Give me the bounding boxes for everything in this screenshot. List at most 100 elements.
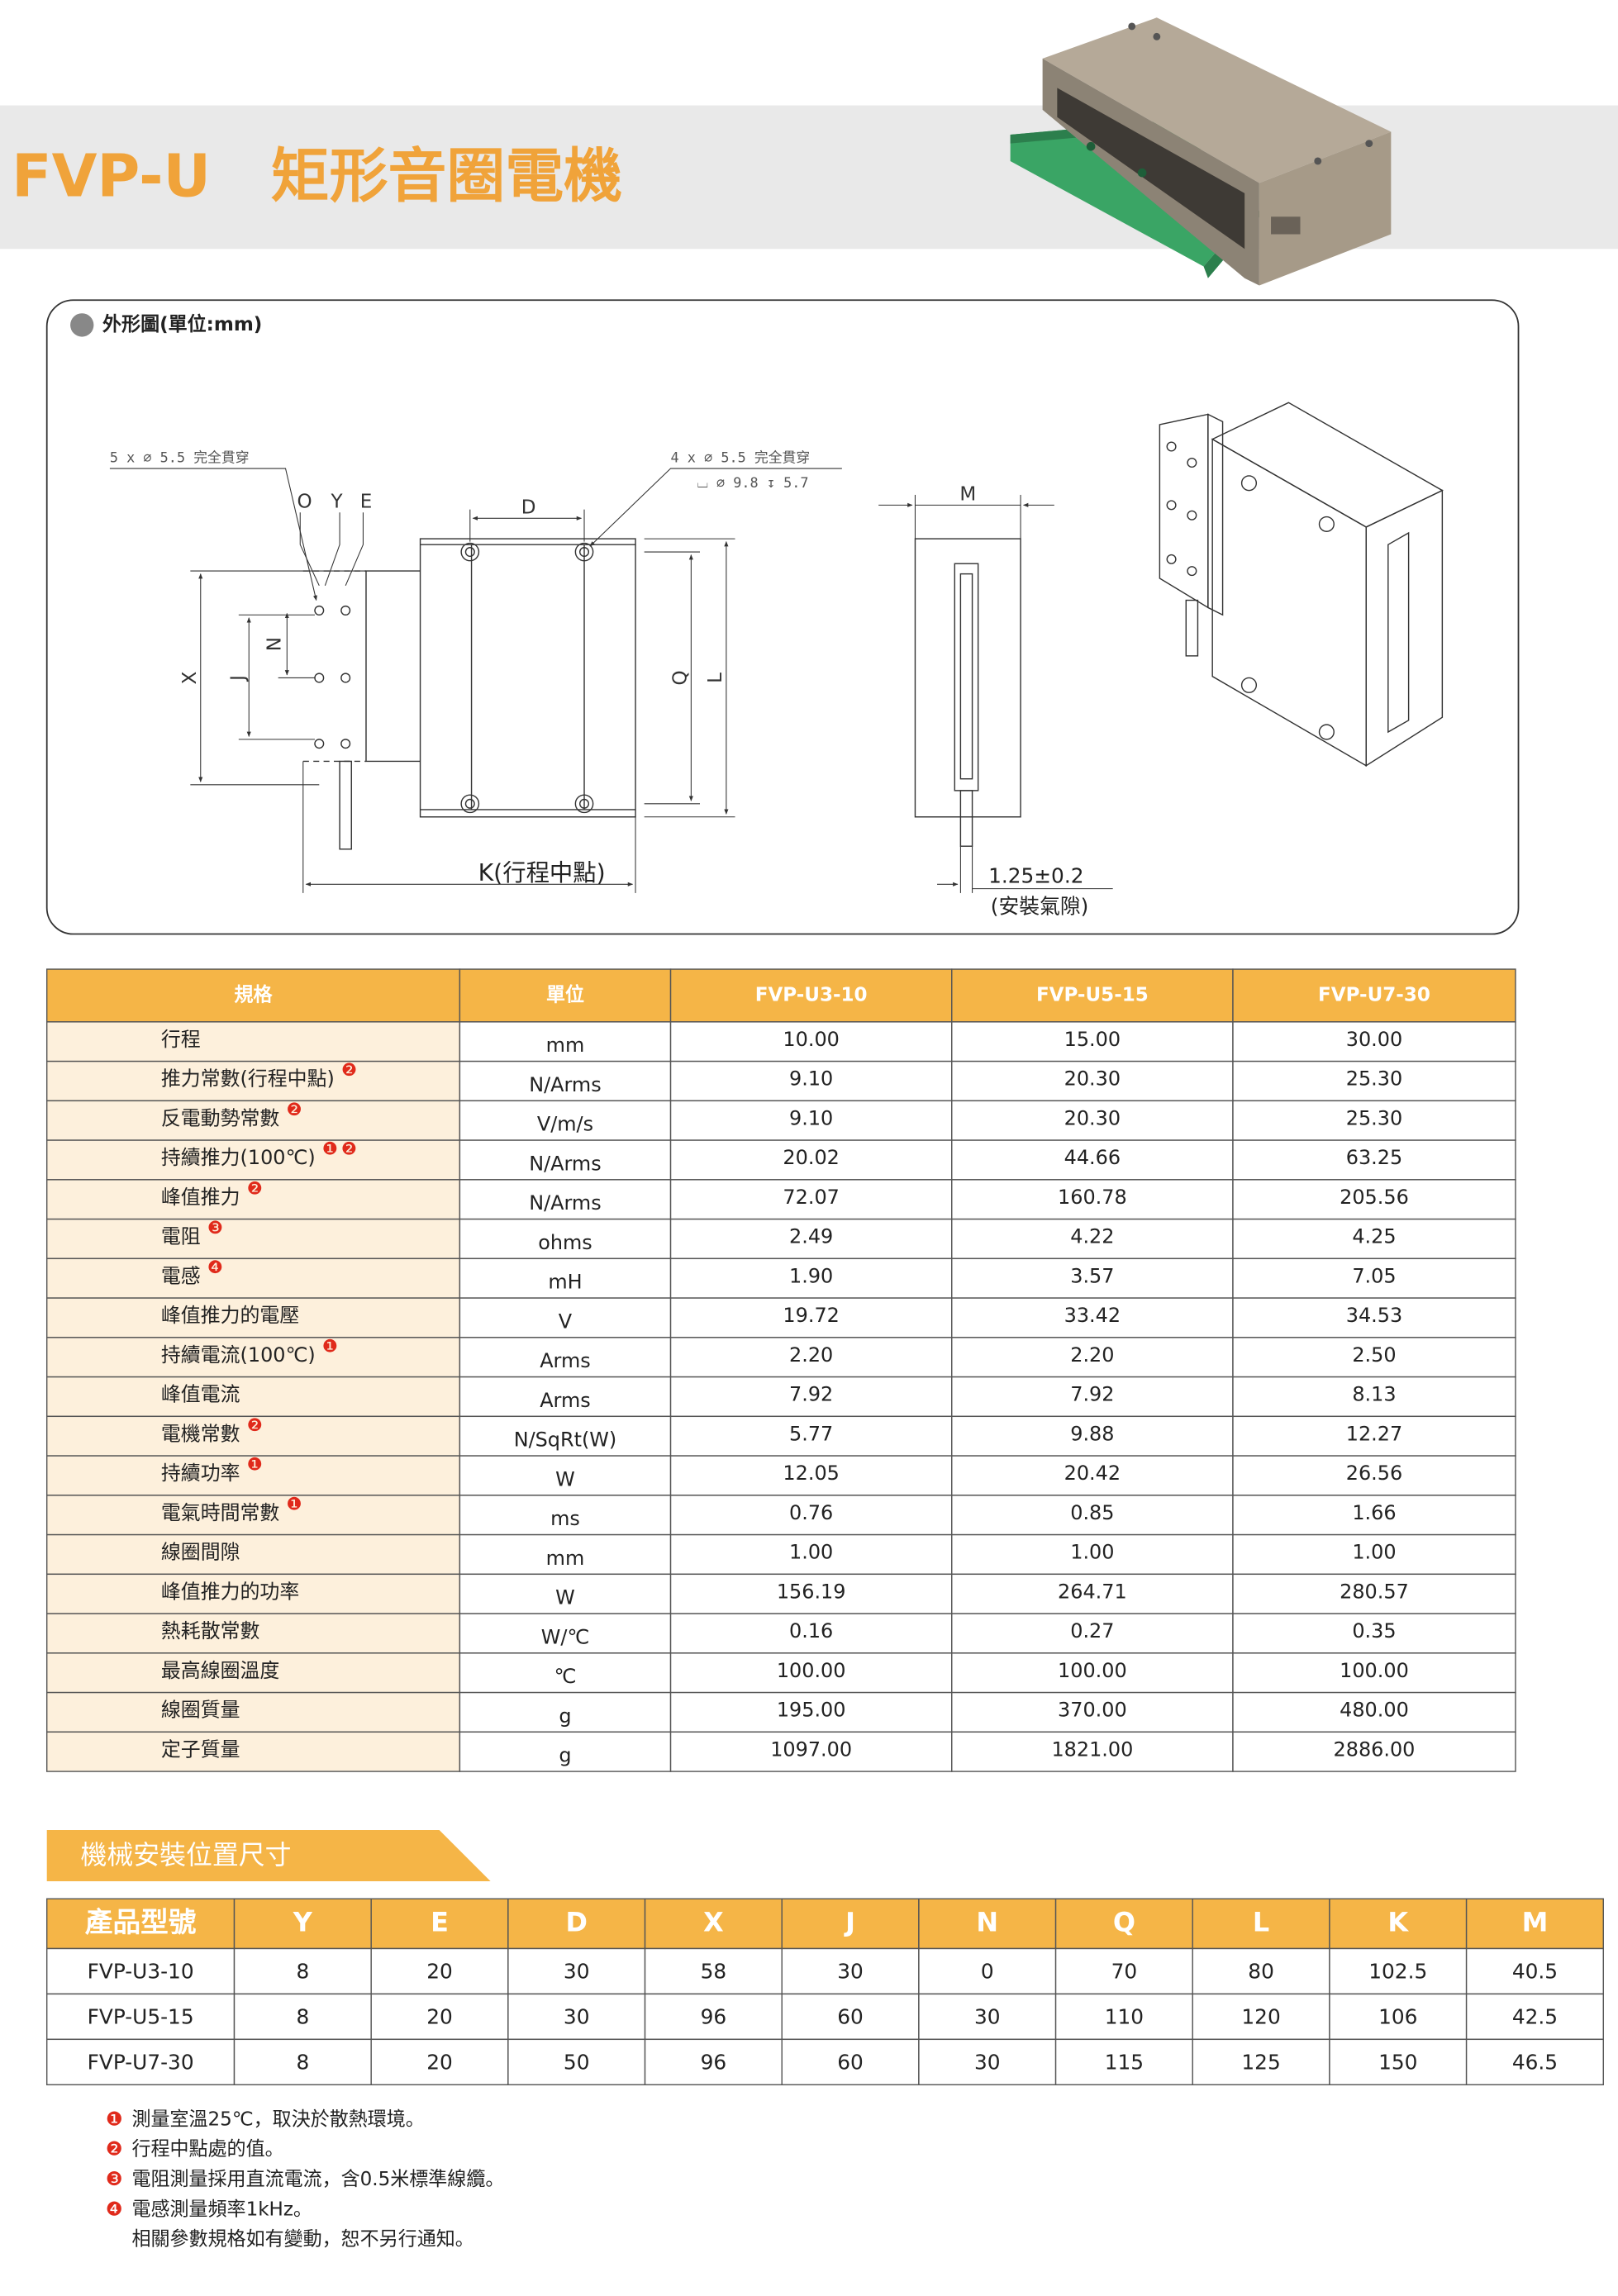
footnote: 行程中點處的值。 [131,2139,283,2161]
spec-value: 480.00 [1340,1699,1409,1722]
footnote-marker: ❷ [106,2139,123,2161]
header-cell [951,968,1234,1023]
spec-value: 2.49 [789,1225,833,1248]
column-header: FVP-U5-15 [1036,984,1149,1005]
dimension-value: 70 [1111,1960,1138,1984]
cell [45,1415,461,1457]
spec-value: 9.88 [1070,1422,1114,1445]
spec-value: 195.00 [777,1699,846,1722]
header-cell [644,1898,783,1950]
dimension-value: 80 [1248,1960,1274,1984]
dimension-value: 46.5 [1512,2051,1558,2075]
cell [1192,1947,1330,1995]
column-header: E [431,1906,449,1937]
spec-value: 0.27 [1070,1619,1114,1642]
spec-value: 2.50 [1352,1343,1396,1367]
cell [45,1100,461,1141]
cell [951,1573,1234,1614]
cell [1232,1652,1516,1694]
dimension-value: 58 [701,1960,727,1984]
counterbore-note: ⌴ ∅ 9.8 ↧ 5.7 [697,474,808,491]
column-header: FVP-U7-30 [1318,984,1430,1005]
cell [459,1218,672,1260]
spec-value: 20.42 [1064,1462,1121,1485]
spec-value: 0.76 [789,1501,833,1524]
cell [781,1993,920,2041]
header-cell [918,1898,1057,1950]
row-label: 峰值電流 [161,1383,240,1406]
iso-view-circle [1240,475,1258,492]
cell [669,1691,953,1733]
dimension-value: 40.5 [1512,1960,1558,1984]
cell [1232,1455,1516,1496]
cell [951,1179,1234,1220]
dimension-value: 20 [426,2051,453,2075]
side-view-rect [959,790,973,847]
spec-value: 63.25 [1346,1146,1402,1169]
model-name: FVP-U7-30 [88,2051,194,2075]
row-label: 線圈質量 [161,1699,240,1722]
mount-section-polygon [46,1829,491,1881]
cell [1329,1947,1468,1995]
front-view: 5 x ∅ 5.5 完全貫穿 4 x ∅ 5.5 完全貫穿 ⌴ ∅ 9.8 ↧ … [109,449,842,893]
header-cell [370,1898,509,1950]
spec-value: 1.00 [1352,1541,1396,1564]
dim-label: J [227,675,249,682]
spec-value: 10.00 [783,1028,839,1051]
cell [233,1947,372,1995]
note-marker: ❷ [247,1415,263,1436]
row-label: 峰值推力 [161,1186,240,1209]
unit: N/Arms [529,1073,601,1096]
unit: ℃ [554,1665,577,1688]
unit: mm [546,1034,585,1057]
column-header: Y [293,1906,313,1937]
row-label: 電氣時間常數 [161,1501,280,1524]
iso-view-circle [1318,516,1335,532]
gap-label: (安裝氣隙) [991,895,1089,919]
unit: mH [548,1271,582,1294]
dimension-value: 8 [296,2051,309,2075]
cell [45,1257,461,1299]
spec-value: 0.85 [1070,1501,1114,1524]
spec-table: 規格 單位 FVP-U3-10 FVP-U5-15 FVP-U7-30 行程 mm 10.00… [45,968,1516,1772]
spec-value: 2886.00 [1334,1737,1416,1761]
spec-value: 1821.00 [1051,1737,1133,1761]
header-cell [1329,1898,1468,1950]
dimension-value: 120 [1241,2005,1280,2029]
footnote-marker: ❶ [106,2108,123,2130]
footnotes: ❶ 測量室溫25℃，取決於散熱環境。 ❷ 行程中點處的值。 ❸ 電阻測量採用直流電流，含0… [106,2108,504,2250]
cell [507,1947,646,1995]
dimension-value: 30 [564,2005,590,2029]
iso-view-circle [1187,510,1197,521]
unit: g [559,1744,571,1767]
cell [45,1179,461,1220]
row-label: 推力常數(行程中點) [161,1067,335,1091]
spec-value: 160.78 [1058,1186,1127,1209]
spec-value: 0.16 [789,1619,833,1642]
spec-value: 8.13 [1352,1383,1396,1406]
unit: N/SqRt(W) [514,1428,617,1452]
unit: ohms [538,1231,592,1254]
drawing-panel-rect [45,299,1520,935]
dim-label: O [297,491,312,512]
dimension-value: 115 [1105,2051,1144,2075]
spec-value: 4.25 [1352,1225,1396,1248]
cell [669,1218,953,1260]
iso-view-circle [1166,500,1177,511]
spec-value: 100.00 [777,1659,846,1682]
iso-view-circle [1318,724,1335,740]
column-header: J [844,1906,855,1937]
dimension-value: 30 [974,2005,1001,2029]
cell [459,1533,672,1576]
iso-view-polygon [1387,531,1410,734]
column-header: D [565,1906,587,1937]
cell [45,1021,461,1062]
dimension-value: 150 [1378,2051,1417,2075]
front-view-circle [574,794,594,814]
product-image-polygon [1010,120,1263,278]
spec-value: 370.00 [1058,1699,1127,1722]
front-view-rect [339,760,352,850]
note-marker: ❶ [247,1455,263,1476]
cell [45,1691,461,1733]
front-view-rect [419,538,636,818]
